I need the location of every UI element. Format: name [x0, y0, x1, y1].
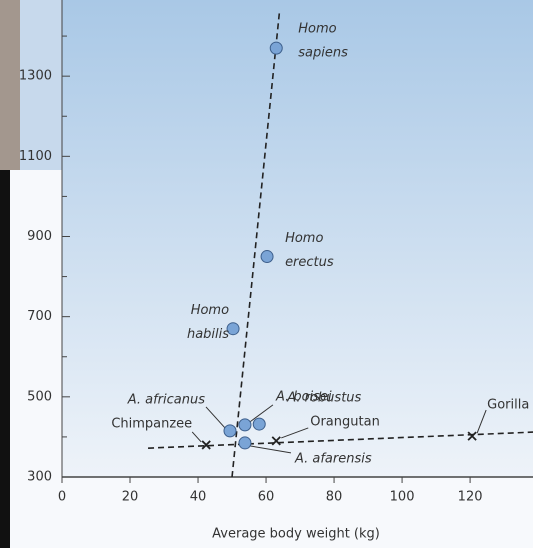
x-tick-label: 20 [122, 490, 139, 505]
fossil-point [239, 437, 251, 449]
fossil-point [261, 251, 273, 263]
photo-edge [0, 0, 20, 170]
fossil-point [270, 42, 282, 54]
x-tick-label: 60 [258, 490, 275, 505]
y-tick-label: 1300 [19, 69, 52, 84]
y-tick-label: 900 [27, 229, 52, 244]
fossil-point [224, 425, 236, 437]
point-label: Orangutan [310, 414, 380, 429]
point-label: Gorilla [487, 398, 529, 413]
point-label: Chimpanzee [111, 416, 192, 431]
point-label: Homo [298, 22, 336, 37]
fossil-point [253, 418, 265, 430]
point-label: A. afarensis [294, 451, 372, 466]
x-tick-label: 80 [326, 490, 343, 505]
point-label: erectus [285, 255, 334, 270]
y-tick-label: 500 [27, 389, 52, 404]
x-axis-label: Average body weight (kg) [212, 527, 380, 542]
x-tick-label: 100 [390, 490, 415, 505]
fossil-point [239, 419, 251, 431]
y-tick-label: 300 [27, 470, 52, 485]
point-label: A. africanus [127, 392, 205, 407]
chart: Average body weight (kg) 300 500 700 900 110… [0, 0, 533, 548]
point-label: Homo [191, 303, 229, 318]
x-tick-label: 0 [58, 490, 66, 505]
point-label: habilis [187, 327, 229, 342]
point-label: A. robustus [286, 391, 361, 406]
point-label: sapiens [298, 46, 348, 61]
point-label: Homo [285, 231, 323, 246]
x-tick-label: 120 [458, 490, 483, 505]
y-tick-label: 700 [27, 309, 52, 324]
x-tick-label: 40 [190, 490, 207, 505]
y-tick-label: 1100 [19, 149, 52, 164]
photo-edge [0, 170, 10, 548]
